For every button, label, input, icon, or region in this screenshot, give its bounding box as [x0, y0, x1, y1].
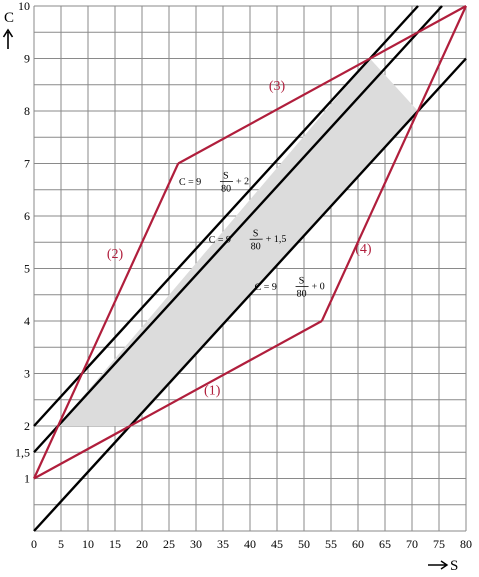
line-3 — [33, 57, 467, 532]
curve-label: (4) — [355, 242, 372, 257]
x-tick-label: 10 — [82, 537, 94, 551]
line-1 — [33, 5, 419, 427]
y-tick-label: 7 — [24, 157, 30, 171]
equation-numerator: S — [253, 228, 259, 239]
boundary-curve-3 — [177, 5, 467, 165]
x-tick-label: 0 — [31, 537, 37, 551]
equation-denominator: 80 — [251, 241, 261, 252]
x-tick-label: 5 — [58, 537, 64, 551]
equation-constant: + 1,5 — [266, 234, 287, 245]
equation-label: C = 9 S 80 + 0 — [255, 275, 325, 299]
grid — [33, 5, 467, 532]
curve-label: (3) — [269, 79, 286, 94]
x-axis-title: S — [428, 558, 458, 574]
x-tick-label: 75 — [433, 537, 445, 551]
x-tick-label: 20 — [136, 537, 148, 551]
equation-label: C = 9 S 80 + 2 — [179, 170, 249, 194]
y-tick-label: 1,5 — [15, 445, 30, 459]
equation-lhs: C = 9 — [255, 282, 277, 293]
y-tick-label: 6 — [24, 209, 30, 223]
x-tick-label: 55 — [325, 537, 337, 551]
x-tick-label: 25 — [163, 537, 175, 551]
y-tick-label: 2 — [24, 419, 30, 433]
x-tick-label: 35 — [217, 537, 229, 551]
equation-constant: + 2 — [236, 176, 249, 187]
shaded-region — [57, 58, 418, 426]
y-axis-label: C — [4, 10, 14, 26]
y-tick-label: 3 — [24, 367, 30, 381]
arrow-up-icon — [2, 28, 14, 49]
x-tick-label: 30 — [190, 537, 202, 551]
boundary-curve-2 — [32, 163, 180, 479]
boundary-curves — [32, 5, 468, 480]
x-tick-label: 80 — [460, 537, 472, 551]
line-2 — [33, 5, 443, 454]
equation-denominator: 80 — [297, 288, 307, 299]
equation-numerator: S — [223, 170, 229, 181]
x-tick-label: 15 — [109, 537, 121, 551]
x-tick-label: 65 — [379, 537, 391, 551]
curve-label: (2) — [107, 247, 124, 262]
y-tick-label: 1 — [24, 472, 30, 486]
y-axis-title: C — [2, 10, 14, 49]
shaded-feasible-region — [57, 58, 418, 426]
equation-label: C = 9 S 80 + 1,5 — [209, 228, 287, 252]
arrow-right-icon — [428, 560, 449, 570]
equation-numerator: S — [299, 275, 305, 286]
y-tick-label: 4 — [24, 314, 30, 328]
x-tick-label: 60 — [352, 537, 364, 551]
x-tick-label: 50 — [298, 537, 310, 551]
y-tick-label: 8 — [24, 104, 30, 118]
black-lines — [33, 5, 467, 532]
x-tick-label: 40 — [244, 537, 256, 551]
y-tick-label: 10 — [18, 0, 30, 13]
x-axis-label: S — [450, 558, 458, 574]
y-tick-label: 5 — [24, 262, 30, 276]
x-tick-label: 45 — [271, 537, 283, 551]
equation-denominator: 80 — [221, 183, 231, 194]
boundary-curve-4 — [320, 5, 468, 322]
equation-constant: + 0 — [312, 281, 325, 292]
boundary-curve-1 — [33, 320, 323, 480]
equation-lhs: C = 9 — [209, 235, 231, 246]
tick-labels: 0 5 10 15 20 25 30 35 40 45 50 55 60 65 70 75 8011,52345… — [15, 0, 472, 551]
equation-lhs: C = 9 — [179, 177, 201, 188]
y-tick-label: 9 — [24, 52, 30, 66]
curve-label: (1) — [204, 384, 221, 399]
x-tick-label: 70 — [406, 537, 418, 551]
